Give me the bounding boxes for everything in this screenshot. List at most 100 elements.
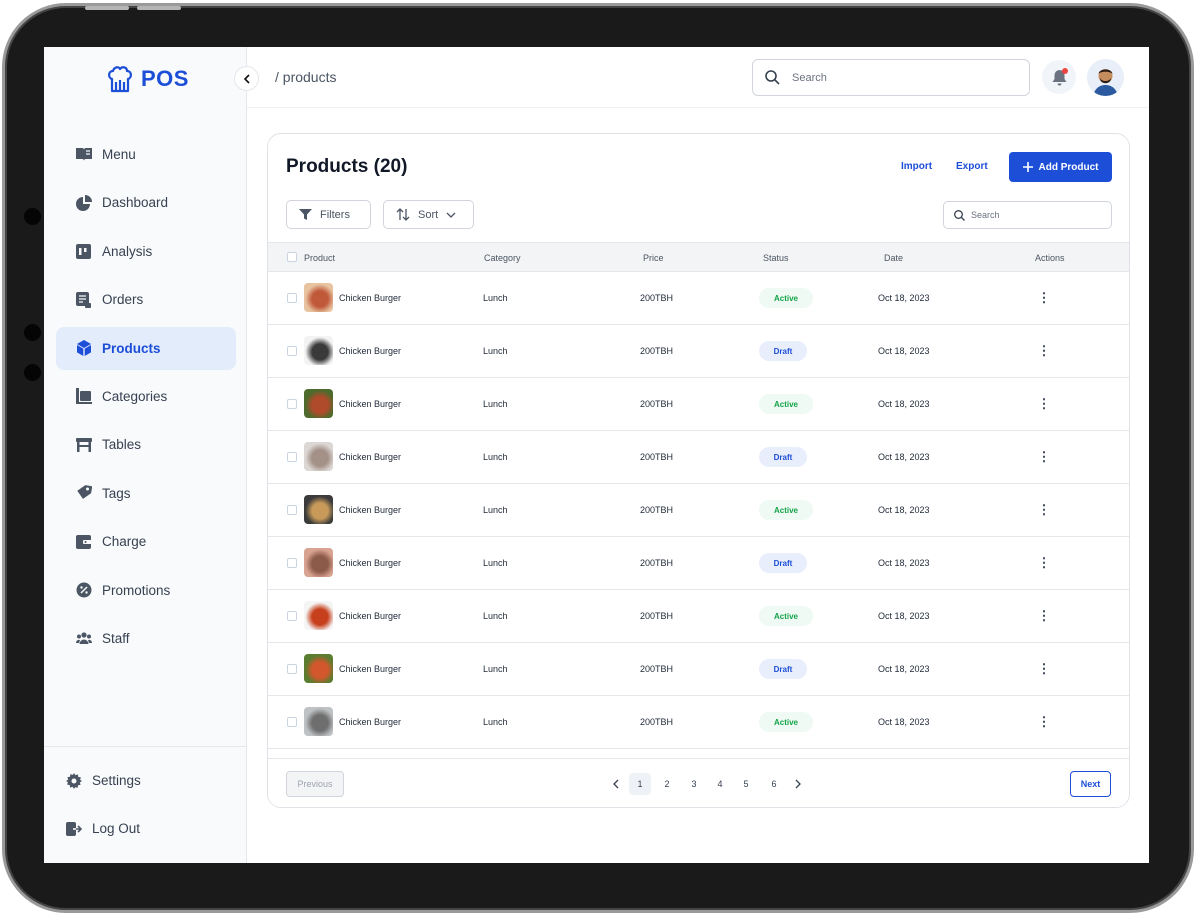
status-badge: Active — [759, 606, 813, 626]
product-thumbnail — [304, 442, 333, 471]
table-body: Chicken Burger Lunch 200TBH Oct 18, 2023 Act… — [268, 272, 1129, 764]
logo[interactable]: POS — [107, 64, 189, 94]
sidebar-item-tags[interactable]: Tags — [56, 472, 236, 515]
table-row[interactable]: Chicken Burger Lunch 200TBH Oct 18, 2023 Act… — [268, 590, 1129, 643]
previous-page-button[interactable]: Previous — [286, 771, 344, 797]
page-4[interactable]: 4 — [717, 779, 723, 789]
sidebar-item-dashboard[interactable]: Dashboard — [56, 181, 236, 224]
product-date: Oct 18, 2023 — [878, 611, 930, 621]
add-product-label: Add Product — [1038, 161, 1099, 173]
more-actions-icon[interactable]: ⋮ — [1037, 342, 1051, 358]
table-row[interactable]: Chicken Burger Lunch 200TBH Oct 18, 2023 Dra… — [268, 537, 1129, 590]
product-thumbnail — [304, 654, 333, 683]
more-actions-icon[interactable]: ⋮ — [1037, 554, 1051, 570]
row-checkbox[interactable] — [287, 452, 297, 462]
sidebar-item-staff[interactable]: Staff — [56, 617, 236, 660]
product-thumbnail — [304, 336, 333, 365]
global-search-input[interactable] — [792, 71, 992, 84]
table-row[interactable]: Chicken Burger Lunch 200TBH Oct 18, 2023 Dra… — [268, 643, 1129, 696]
row-checkbox[interactable] — [287, 664, 297, 674]
product-thumbnail — [304, 389, 333, 418]
chevron-left-page-icon[interactable] — [609, 773, 623, 795]
row-checkbox[interactable] — [287, 558, 297, 568]
next-page-button[interactable]: Next — [1070, 771, 1111, 797]
product-name: Chicken Burger — [339, 664, 402, 674]
add-product-button[interactable]: Add Product — [1009, 152, 1112, 182]
device-top-button — [85, 6, 129, 10]
pagination: Previous 1 2 3 4 5 6 Next — [268, 758, 1129, 807]
product-search[interactable] — [943, 201, 1112, 229]
product-category: Lunch — [483, 293, 508, 303]
row-checkbox[interactable] — [287, 293, 297, 303]
notifications-button[interactable] — [1042, 60, 1076, 94]
sidebar-item-label: Menu — [102, 147, 136, 162]
table-row[interactable]: Chicken Burger Lunch 200TBH Oct 18, 2023 Act… — [268, 484, 1129, 537]
row-checkbox[interactable] — [287, 346, 297, 356]
row-checkbox[interactable] — [287, 505, 297, 515]
table-row[interactable]: Chicken Burger Lunch 200TBH Oct 18, 2023 Dra… — [268, 431, 1129, 484]
chevron-down-icon — [446, 212, 456, 218]
table-header: Product Category Price Status Date Actio… — [268, 242, 1129, 272]
page-3[interactable]: 3 — [691, 779, 697, 789]
avatar[interactable] — [1087, 59, 1124, 96]
chevron-right-page-icon[interactable] — [791, 773, 805, 795]
product-price: 200TBH — [640, 664, 674, 674]
sidebar-nav: Menu Dashboard Analysis Orders — [56, 133, 236, 665]
column-header-price: Price — [643, 253, 664, 263]
product-search-input[interactable] — [971, 210, 1101, 220]
collapse-sidebar-button[interactable] — [234, 66, 259, 91]
more-actions-icon[interactable]: ⋮ — [1037, 607, 1051, 623]
row-checkbox[interactable] — [287, 611, 297, 621]
more-actions-icon[interactable]: ⋮ — [1037, 501, 1051, 517]
status-badge: Draft — [759, 659, 807, 679]
sidebar-item-logout[interactable]: Log Out — [56, 807, 236, 850]
status-badge: Draft — [759, 341, 807, 361]
product-date: Oct 18, 2023 — [878, 452, 930, 462]
product-category: Lunch — [483, 346, 508, 356]
sidebar-item-categories[interactable]: Categories — [56, 375, 236, 418]
sidebar-item-analysis[interactable]: Analysis — [56, 230, 236, 273]
page-6[interactable]: 6 — [771, 779, 777, 789]
select-all-checkbox[interactable] — [287, 252, 297, 262]
table-row[interactable]: Chicken Burger Lunch 200TBH Oct 18, 2023 Act… — [268, 696, 1129, 749]
sidebar-item-tables[interactable]: Tables — [56, 423, 236, 466]
export-button[interactable]: Export — [956, 161, 988, 172]
product-date: Oct 18, 2023 — [878, 558, 930, 568]
table-row[interactable]: Chicken Burger Lunch 200TBH Oct 18, 2023 Dra… — [268, 325, 1129, 378]
import-button[interactable]: Import — [901, 161, 933, 172]
sort-button[interactable]: Sort — [383, 200, 474, 229]
product-price: 200TBH — [640, 452, 674, 462]
breadcrumb: / products — [275, 69, 337, 85]
more-actions-icon[interactable]: ⋮ — [1037, 395, 1051, 411]
product-date: Oct 18, 2023 — [878, 346, 930, 356]
sort-arrows-icon — [396, 208, 410, 221]
table-row[interactable]: Chicken Burger Lunch 200TBH Oct 18, 2023 Act… — [268, 378, 1129, 431]
products-card: Products (20) Import Export Add Product … — [267, 133, 1130, 808]
more-actions-icon[interactable]: ⋮ — [1037, 289, 1051, 305]
filters-button[interactable]: Filters — [286, 200, 371, 229]
more-actions-icon[interactable]: ⋮ — [1037, 713, 1051, 729]
sidebar-item-label: Tables — [102, 437, 142, 453]
global-search[interactable] — [752, 59, 1030, 96]
product-name: Chicken Burger — [339, 399, 402, 409]
filter-icon — [299, 209, 312, 220]
page-2[interactable]: 2 — [664, 779, 670, 789]
page-1[interactable]: 1 — [629, 773, 651, 795]
more-actions-icon[interactable]: ⋮ — [1037, 448, 1051, 464]
sidebar-item-charge[interactable]: Charge — [56, 520, 236, 563]
product-category: Lunch — [483, 558, 508, 568]
sidebar-item-orders[interactable]: Orders — [56, 278, 236, 321]
row-checkbox[interactable] — [287, 399, 297, 409]
row-checkbox[interactable] — [287, 717, 297, 727]
more-actions-icon[interactable]: ⋮ — [1037, 660, 1051, 676]
product-category: Lunch — [483, 505, 508, 515]
product-thumbnail — [304, 495, 333, 524]
table-row[interactable]: Chicken Burger Lunch 200TBH Oct 18, 2023 Act… — [268, 272, 1129, 325]
page-5[interactable]: 5 — [743, 779, 749, 789]
sidebar-item-settings[interactable]: Settings — [56, 759, 236, 802]
sidebar-item-products[interactable]: Products — [56, 326, 236, 370]
sidebar-item-promotions[interactable]: Promotions — [56, 569, 236, 612]
user-avatar-image — [1087, 59, 1124, 96]
app-screen: POS Menu Dashboard Analysis — [44, 47, 1149, 863]
sidebar-item-menu[interactable]: Menu — [56, 133, 236, 176]
